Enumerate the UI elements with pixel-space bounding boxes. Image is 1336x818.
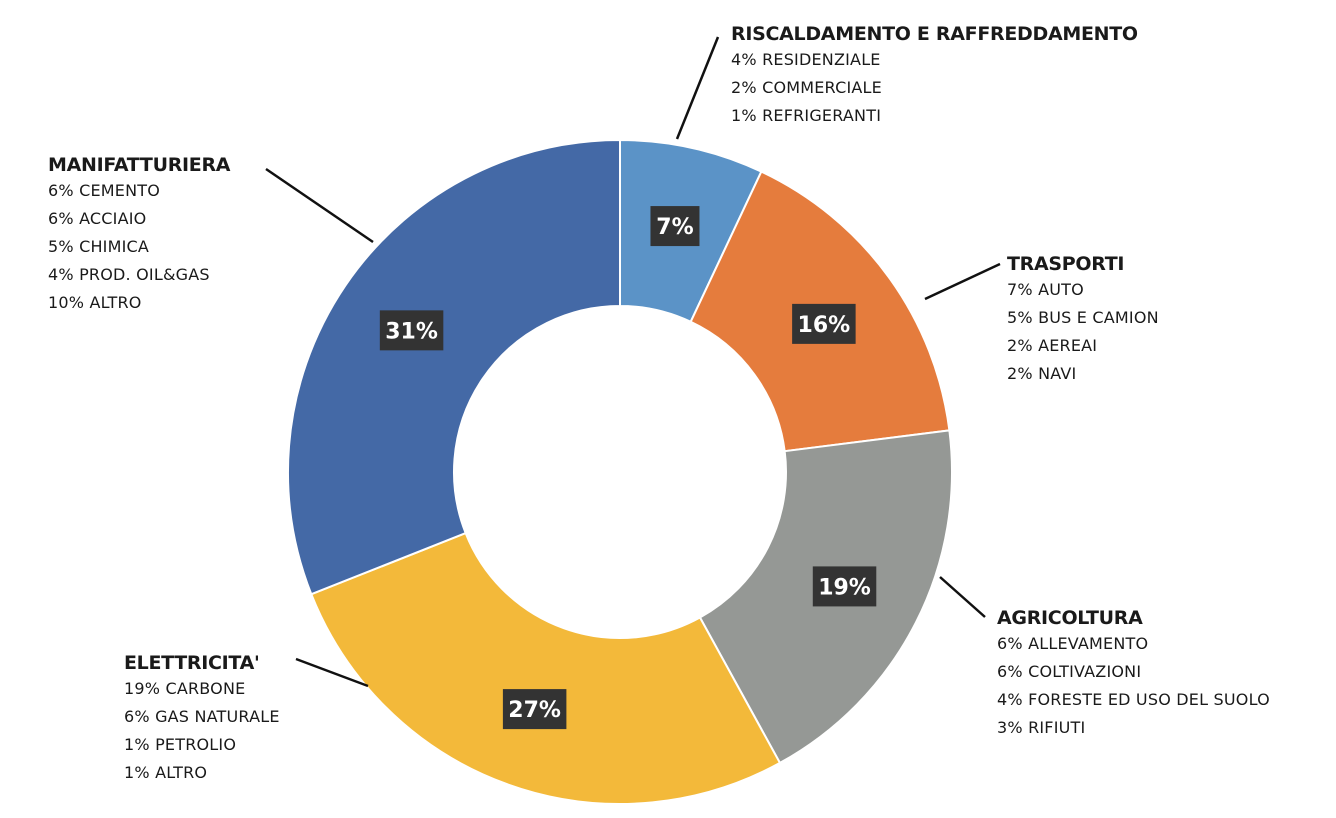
annotation-item: 1% PETROLIO (124, 735, 237, 754)
annotation-item: 4% FORESTE ED USO DEL SUOLO (997, 690, 1270, 709)
slice-label-box (502, 689, 567, 730)
slice-label-text: 19% (818, 575, 871, 600)
annotation-title: TRASPORTI (1007, 253, 1125, 275)
annotation-item: 4% PROD. OIL&GAS (48, 265, 210, 284)
slice-label-text: 7% (656, 215, 693, 240)
annotation-elettricita: ELETTRICITA' 19% CARBONE 6% GAS NATURALE… (124, 651, 280, 787)
slice-label-box (792, 303, 856, 344)
annotation-agricoltura: AGRICOLTURA 6% ALLEVAMENTO 6% COLTIVAZIO… (997, 606, 1270, 742)
slice-label-5: 31% (379, 310, 444, 351)
annotation-manifatturiera: MANIFATTURIERA 6% CEMENTO 6% ACCIAIO 5% … (48, 153, 231, 317)
annotation-item: 6% COLTIVAZIONI (997, 662, 1142, 681)
slice-label-text: 16% (798, 313, 851, 338)
slice-label-text: 31% (385, 319, 438, 344)
slice-5 (287, 138, 621, 596)
annotation-item: 1% ALTRO (124, 763, 208, 782)
annotation-title: ELETTRICITA' (124, 652, 260, 674)
annotation-item: 4% RESIDENZIALE (731, 50, 881, 69)
annotation-item: 2% NAVI (1007, 364, 1077, 383)
annotation-item: 5% BUS E CAMION (1007, 308, 1159, 327)
annotation-item: 1% REFRIGERANTI (731, 106, 882, 125)
annotation-item: 2% AEREAI (1007, 336, 1098, 355)
leader-line-1 (675, 36, 720, 140)
annotation-riscaldamento: RISCALDAMENTO E RAFFREDDAMENTO 4% RESIDE… (731, 22, 1138, 130)
slice-label-text: 27% (508, 698, 561, 723)
slice-label-1: 7% (650, 206, 700, 247)
annotation-title: RISCALDAMENTO E RAFFREDDAMENTO (731, 23, 1138, 45)
annotation-item: 2% COMMERCIALE (731, 78, 882, 97)
annotation-item: 19% CARBONE (124, 679, 246, 698)
annotation-item: 6% ACCIAIO (48, 209, 147, 228)
annotation-title: MANIFATTURIERA (48, 154, 231, 176)
annotation-item: 3% RIFIUTI (997, 718, 1086, 737)
annotation-item: 5% CHIMICA (48, 237, 150, 256)
leader-line-5 (265, 167, 374, 244)
annotation-title: AGRICOLTURA (997, 607, 1143, 629)
leader-line-3 (939, 576, 986, 618)
slice-label-box (812, 566, 877, 607)
annotation-item: 7% AUTO (1007, 280, 1084, 299)
annotation-item: 6% GAS NATURALE (124, 707, 280, 726)
slice-label-4: 27% (502, 689, 567, 730)
slice-label-box (650, 206, 700, 247)
leader-line-4 (295, 657, 369, 688)
annotation-item: 6% CEMENTO (48, 181, 160, 200)
slice-label-2: 16% (792, 303, 856, 344)
slice-label-3: 19% (812, 566, 877, 607)
leader-line-2 (924, 262, 1001, 301)
annotation-item: 6% ALLEVAMENTO (997, 634, 1149, 653)
slice-4 (310, 531, 782, 805)
slice-label-box (379, 310, 444, 351)
annotation-trasporti: TRASPORTI 7% AUTO 5% BUS E CAMION 2% AER… (1007, 252, 1159, 388)
annotation-item: 10% ALTRO (48, 293, 142, 312)
